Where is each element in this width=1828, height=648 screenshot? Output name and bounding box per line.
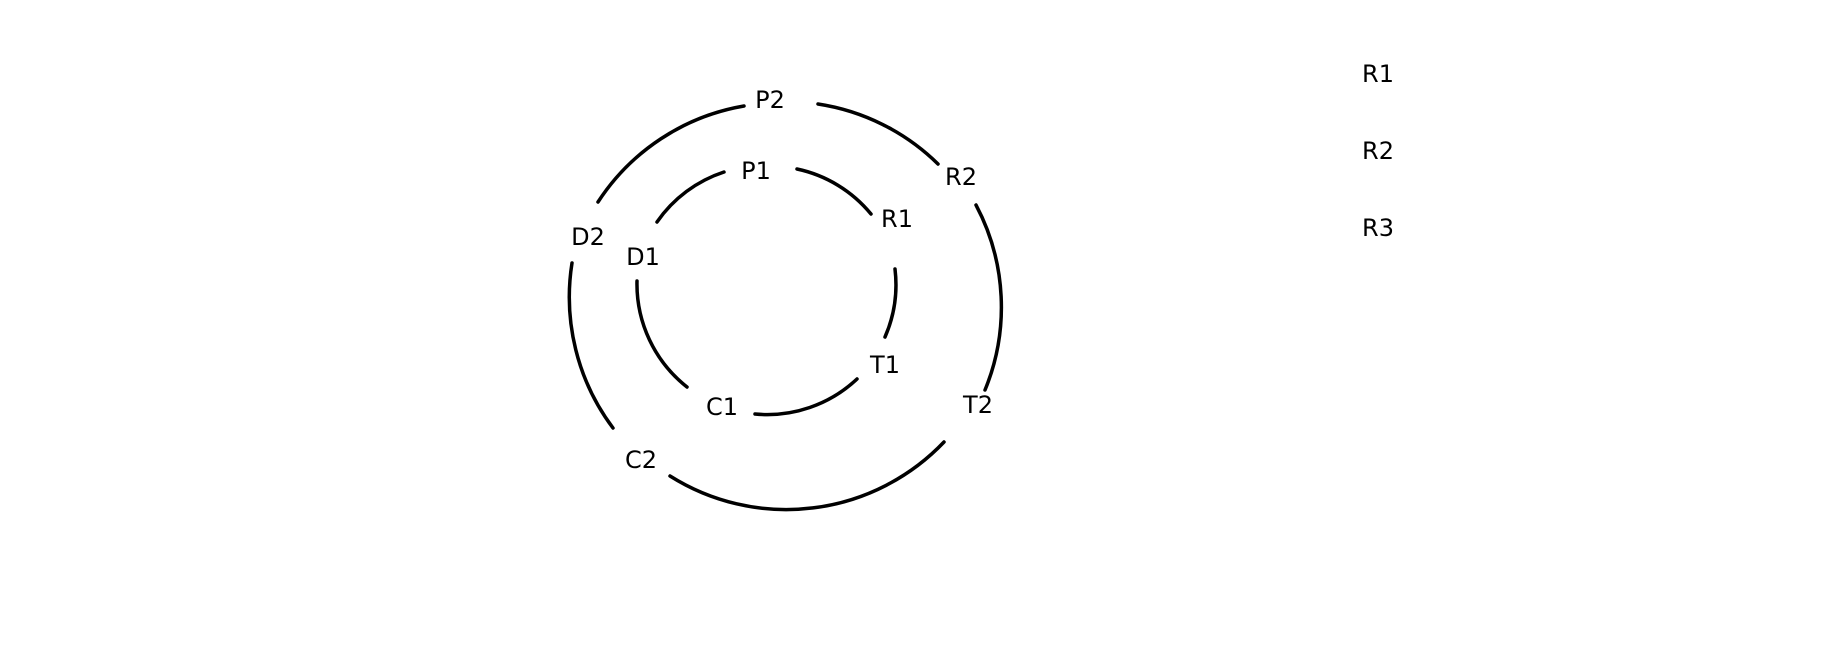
node-label-p2: P2 (755, 86, 785, 114)
arc-r1-t1 (883, 267, 898, 339)
node-label-r1: R1 (881, 205, 913, 233)
arc-t1-c1 (753, 377, 859, 417)
arc-p2-r2 (816, 102, 940, 166)
arc-c1-d1 (635, 279, 689, 389)
node-label-t1: T1 (869, 351, 900, 379)
arc-r2-t2 (974, 203, 1004, 392)
node-label-t2: T2 (962, 391, 993, 419)
arc-c2-d2 (567, 261, 615, 430)
node-label-d1: D1 (626, 243, 660, 271)
node-label-c2: C2 (625, 446, 657, 474)
inner-ring-labels: P1 R1 T1 C1 D1 (626, 157, 913, 421)
node-label-c1: C1 (706, 393, 738, 421)
node-label-d2: D2 (571, 223, 605, 251)
arc-d2-p2 (596, 104, 746, 204)
arc-t2-c2 (668, 440, 946, 512)
arc-p1-r1 (795, 167, 873, 216)
outer-ring (567, 102, 1004, 512)
side-list: R1 R2 R3 (1362, 60, 1394, 242)
inner-ring (635, 167, 898, 417)
node-label-p1: P1 (741, 157, 771, 185)
node-label-r2: R2 (945, 163, 977, 191)
side-list-item: R3 (1362, 214, 1394, 242)
arc-d1-p1 (655, 170, 726, 224)
outer-ring-labels: P2 R2 T2 C2 D2 (571, 86, 993, 474)
side-list-item: R2 (1362, 137, 1394, 165)
side-list-item: R1 (1362, 60, 1394, 88)
